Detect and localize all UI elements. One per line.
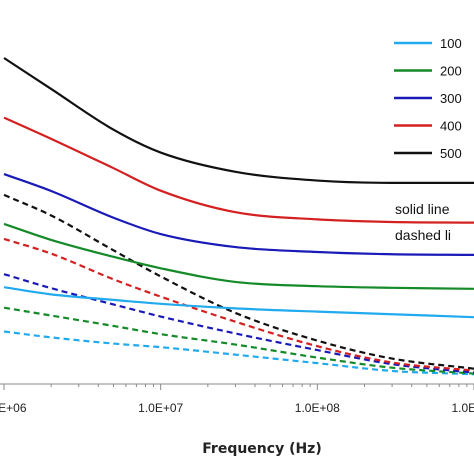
legend: 100 200 300 400 500 [394, 36, 462, 161]
series-line-solid-1 [3, 286, 474, 319]
plot-area [3, 57, 474, 376]
x-tick-label: 1.0E+07 [138, 401, 183, 415]
legend-label: 100 [440, 36, 462, 51]
series-line-solid-2 [3, 222, 474, 290]
legend-label: 300 [440, 91, 462, 106]
series-group [3, 57, 474, 376]
x-axis-title: Frequency (Hz) [202, 441, 321, 457]
note-text: solid line [395, 201, 450, 217]
legend-label: 500 [440, 146, 462, 161]
x-tick-label: 1.0E+06 [0, 401, 27, 415]
legend-label: 400 [440, 119, 462, 134]
x-tick-label: 1.0E+09 [451, 401, 474, 415]
legend-label: 200 [440, 64, 462, 79]
series-line-dashed-1 [3, 330, 474, 376]
x-tick-label: 1.0E+08 [295, 401, 340, 415]
series-line-dashed-4 [3, 237, 474, 372]
notes: solid line dashed li [395, 201, 451, 243]
series-line-dashed-2 [3, 306, 474, 375]
axes: 1.0E+06 1.0E+07 1.0E+08 1.0E+09 [0, 383, 474, 415]
series-line-solid-5 [3, 57, 474, 184]
series-line-solid-4 [3, 116, 474, 224]
series-line-dashed-3 [3, 273, 474, 374]
series-line-dashed-5 [3, 193, 474, 370]
series-line-solid-3 [3, 173, 474, 256]
note-text: dashed li [395, 227, 451, 243]
